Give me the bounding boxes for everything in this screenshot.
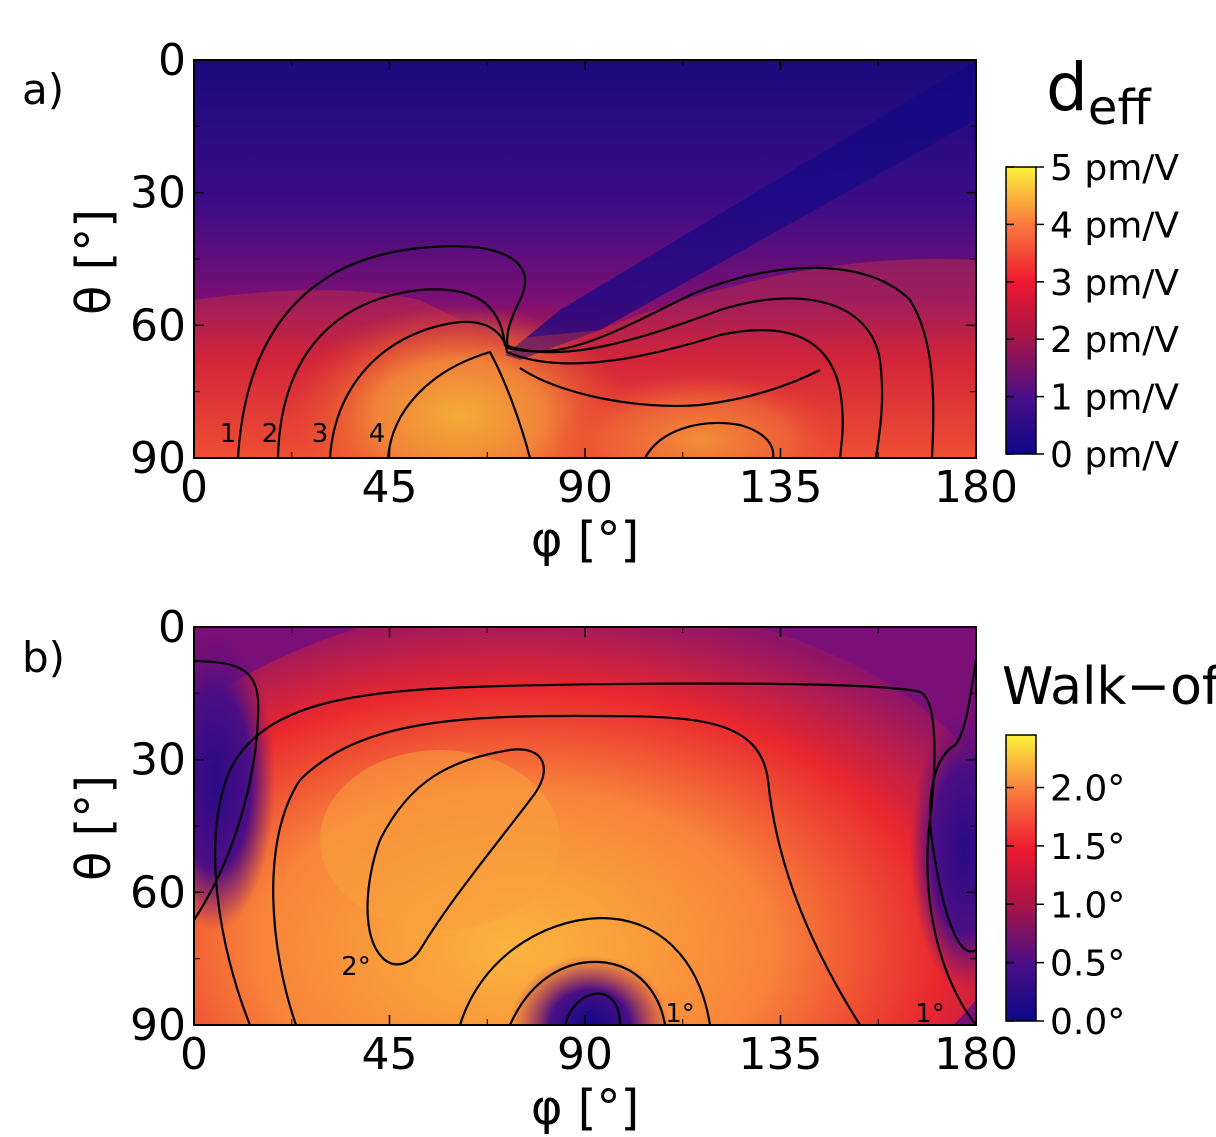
colorbar-tick-label: 1.0° (1050, 885, 1125, 926)
contour-b-20 (366, 748, 545, 966)
x-tick-label: 180 (934, 462, 1018, 513)
contour-label: 3 (312, 419, 329, 449)
colorbar-tick-label: 0 pm/V (1050, 435, 1179, 476)
x-axis-label-a: φ [°] (531, 512, 639, 568)
y-tick-label: 90 (130, 1000, 186, 1051)
contour-label: 2° (341, 952, 371, 982)
colorbar-tick-label: 4 pm/V (1050, 205, 1179, 246)
colorbar-title-b: Walk−off (1002, 657, 1216, 717)
contour-a-3 (328, 320, 844, 458)
colorbar-tick-label: 1 pm/V (1050, 378, 1179, 419)
colorbar-gradient (1005, 734, 1037, 1022)
colorbar-b: 0.0° 0.5° 1.0° 1.5° 2.0° (1005, 734, 1125, 1043)
contour-b-10-outer (214, 682, 976, 1025)
colorbar-tick-label: 0.5° (1050, 944, 1125, 985)
y-tick-label: 60 (130, 867, 186, 918)
contours-a (236, 245, 935, 458)
contour-b-15 (272, 714, 861, 1025)
colorbar-title-a: deff (1046, 49, 1151, 136)
contour-a-1 (236, 245, 935, 458)
y-tick-label: 60 (130, 300, 186, 351)
contour-a-4a (386, 350, 532, 458)
contour-b-05-right (929, 659, 976, 953)
x-tick-label: 45 (362, 1029, 418, 1080)
colorbar-tick-label: 2 pm/V (1050, 320, 1179, 361)
colorbar-tick-label: 0.0° (1050, 1002, 1125, 1043)
y-tick-label: 30 (130, 168, 186, 219)
x-tick-label: 180 (934, 1029, 1018, 1080)
colorbar-tick-label: 2.0° (1050, 769, 1125, 810)
x-tick-label: 0 (180, 1029, 208, 1080)
contour-label: 4 (369, 419, 386, 449)
colorbar-tick-label: 5 pm/V (1050, 148, 1179, 189)
contour-a-4c (519, 367, 821, 408)
x-tick-label: 45 (362, 462, 418, 513)
ticks-b: 0 45 90 135 180 0 30 60 90 (130, 602, 1018, 1080)
colorbar-tick-label: 3 pm/V (1050, 263, 1179, 304)
heatmap-a-field (194, 60, 976, 458)
x-tick-label: 0 (180, 462, 208, 513)
y-tick-label: 90 (130, 433, 186, 484)
contour-b-10-inner (458, 916, 712, 1025)
y-tick-label: 30 (130, 735, 186, 786)
colorbar-gradient (1005, 166, 1037, 455)
colorbar-tick-label: 1.5° (1050, 827, 1125, 868)
contour-b-02-inner (563, 992, 622, 1025)
contour-a-4b (644, 421, 775, 458)
contour-b-05-inner (508, 960, 667, 1025)
contour-label: 2 (262, 419, 279, 449)
panel-label-a: a) (22, 65, 64, 114)
panel-label-b: b) (22, 633, 65, 682)
x-tick-label: 135 (739, 462, 823, 513)
contours-b (194, 659, 976, 1025)
y-tick-label: 0 (158, 35, 186, 86)
y-axis-label-a: θ [°] (66, 209, 122, 315)
x-tick-label: 90 (557, 1029, 613, 1080)
x-axis-label-b: φ [°] (531, 1080, 639, 1136)
contour-label: 1 (220, 419, 237, 449)
x-tick-label: 90 (557, 462, 613, 513)
colorbar-a: 0 pm/V 1 pm/V 2 pm/V 3 pm/V 4 pm/V 5 pm/V (1005, 148, 1179, 476)
ticks-a: 0 45 90 135 180 0 30 60 90 (130, 35, 1018, 513)
contour-a-2 (276, 288, 884, 458)
y-tick-label: 0 (158, 602, 186, 653)
y-axis-label-b: θ [°] (66, 775, 122, 881)
contour-b-05-left (194, 659, 260, 921)
x-tick-label: 135 (739, 1029, 823, 1080)
